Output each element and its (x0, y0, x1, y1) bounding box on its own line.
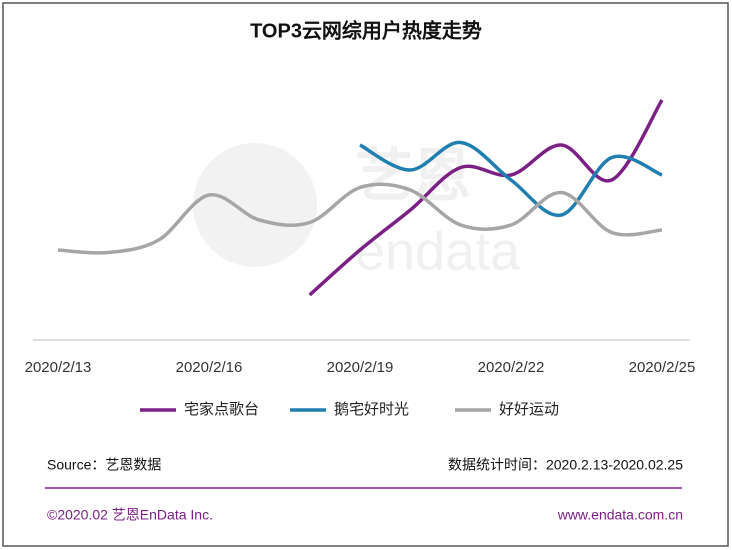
period: 数据统计时间：2020.2.13-2020.02.25 (448, 457, 683, 473)
website: www.endata.com.cn (557, 507, 683, 523)
legend-label: 宅家点歌台 (184, 401, 259, 418)
legend-label: 鹅宅好时光 (334, 401, 409, 418)
watermark-logo (193, 143, 317, 267)
x-tick-label: 2020/2/16 (176, 359, 243, 376)
series-line (57, 182, 663, 255)
legend-label: 好好运动 (499, 401, 559, 418)
x-tick-label: 2020/2/25 (629, 359, 696, 376)
x-tick-label: 2020/2/22 (478, 359, 545, 376)
watermark-text: endata (355, 221, 521, 281)
source: Source：艺恩数据 (47, 457, 161, 473)
series-line (359, 140, 663, 217)
x-tick-label: 2020/2/19 (327, 359, 394, 376)
x-tick-label: 2020/2/13 (25, 359, 92, 376)
series-line (308, 99, 664, 297)
copyright: ©2020.02 艺恩EnData Inc. (47, 507, 213, 523)
chart-title: TOP3云网综用户热度走势 (250, 18, 482, 42)
